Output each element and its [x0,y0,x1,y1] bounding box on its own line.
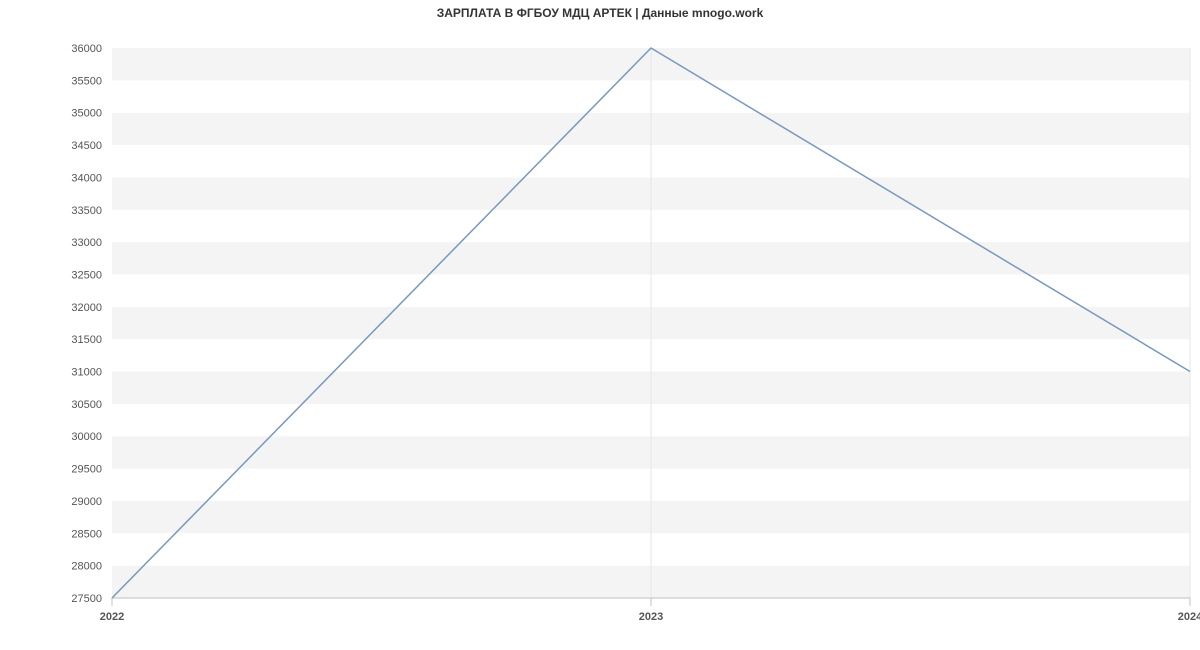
y-tick-label: 31000 [71,367,102,379]
y-tick-label: 31500 [71,334,102,346]
y-tick-label: 33500 [71,205,102,217]
y-tick-label: 28000 [71,561,102,573]
y-tick-label: 29000 [71,496,102,508]
y-tick-label: 32500 [71,269,102,281]
y-tick-label: 35500 [71,75,102,87]
y-tick-label: 35000 [71,108,102,120]
y-tick-label: 36000 [71,43,102,55]
y-tick-label: 28500 [71,528,102,540]
y-tick-label: 27500 [71,593,102,605]
y-tick-label: 30500 [71,399,102,411]
x-tick-label: 2023 [639,611,663,623]
y-tick-label: 30000 [71,431,102,443]
y-tick-label: 34000 [71,172,102,184]
x-tick-label: 2022 [100,611,124,623]
y-tick-label: 33000 [71,237,102,249]
chart-svg: 27500 28000 28500 29000 29500 30000 30500 31000… [0,0,1200,650]
y-tick-label: 32000 [71,302,102,314]
y-tick-label: 34500 [71,140,102,152]
salary-chart: ЗАРПЛАТА В ФГБОУ МДЦ АРТЕК | Данные mnog… [0,0,1200,650]
y-tick-label: 29500 [71,464,102,476]
x-tick-label: 2024 [1178,611,1200,623]
